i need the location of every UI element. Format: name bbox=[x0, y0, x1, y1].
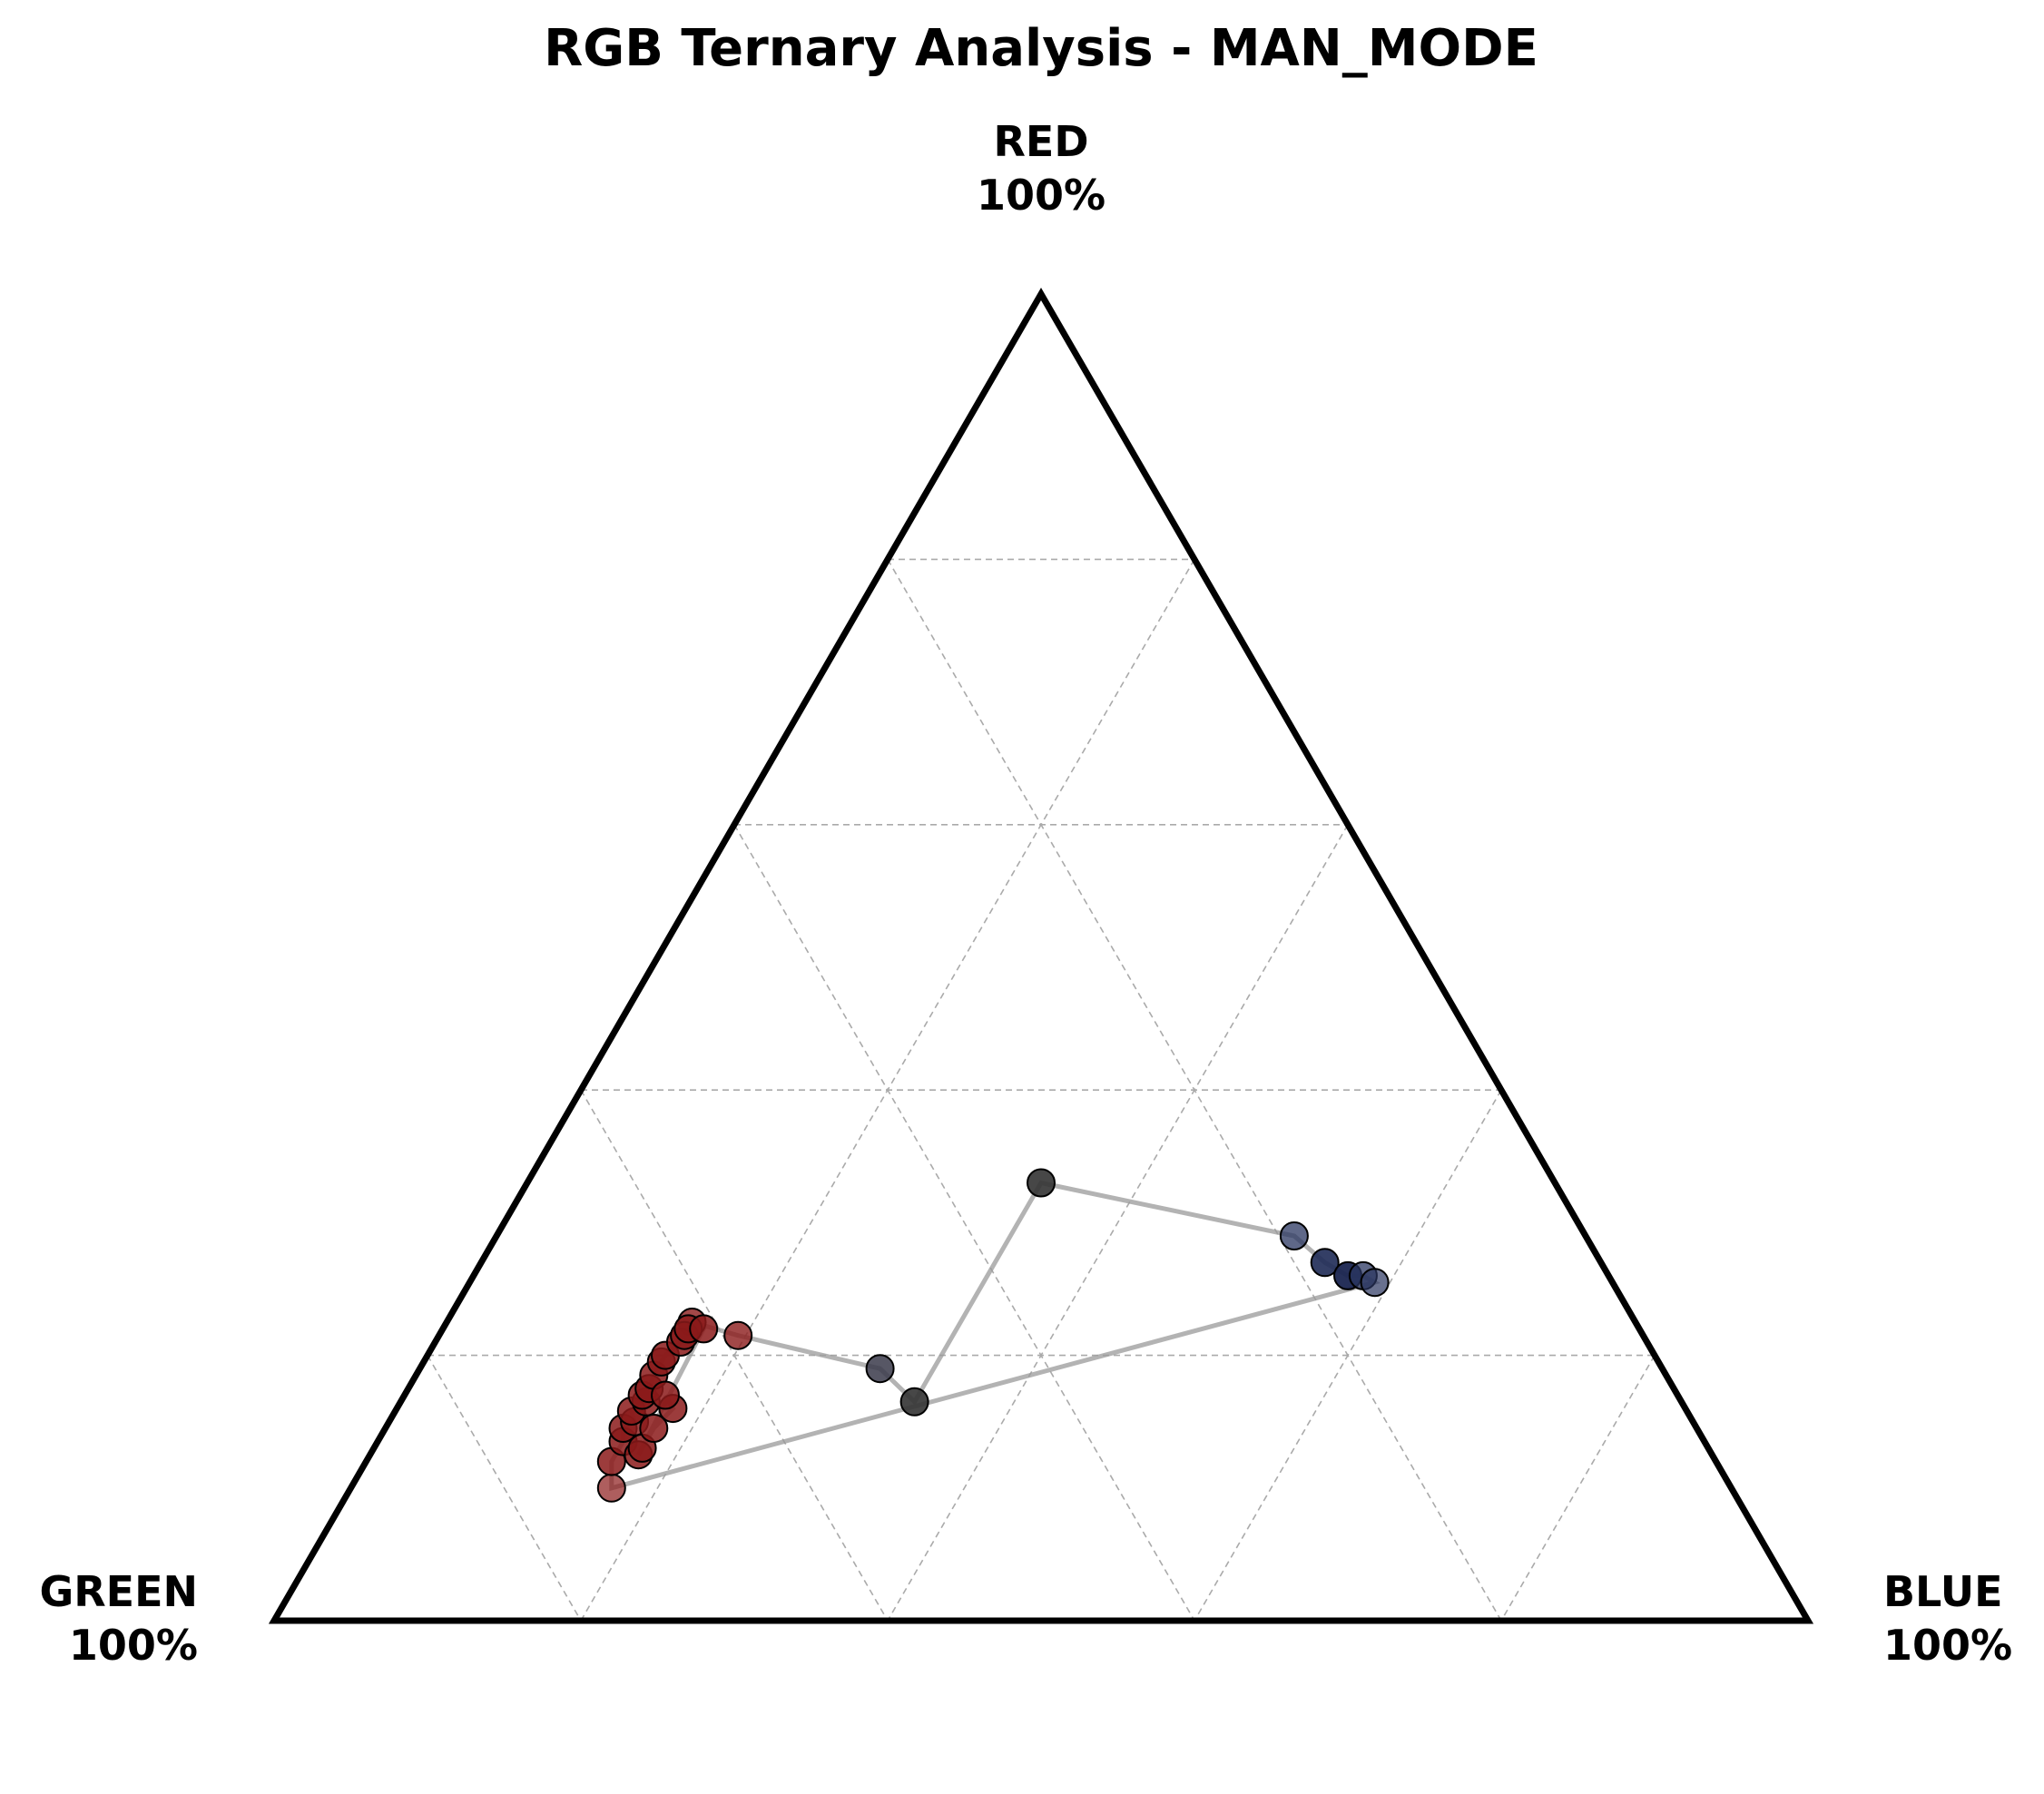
grid-line-green bbox=[580, 1089, 889, 1622]
vertex-label-blue: BLUE bbox=[1883, 1567, 2003, 1616]
data-point bbox=[1310, 1248, 1340, 1278]
data-point bbox=[899, 1387, 929, 1417]
vertex-percent-green: 100% bbox=[69, 1621, 198, 1670]
grid-line-green bbox=[733, 824, 1195, 1622]
data-point bbox=[1279, 1221, 1309, 1250]
data-point bbox=[865, 1354, 895, 1384]
grid-line-green bbox=[427, 1355, 582, 1622]
grid-line-blue bbox=[1194, 1089, 1502, 1622]
grid-line-blue bbox=[1500, 1355, 1656, 1622]
data-point bbox=[1027, 1168, 1056, 1198]
grid-lines bbox=[427, 558, 1656, 1622]
grid-line-blue bbox=[887, 824, 1349, 1622]
vertex-percent-red: 100% bbox=[977, 171, 1106, 220]
data-point bbox=[689, 1314, 719, 1344]
data-point bbox=[651, 1380, 680, 1410]
data-point bbox=[596, 1473, 626, 1503]
data-point bbox=[723, 1320, 753, 1350]
vertex-label-green: GREEN bbox=[39, 1567, 198, 1616]
vertex-label-red: RED bbox=[993, 117, 1088, 166]
data-point bbox=[639, 1414, 669, 1443]
triangle-outline bbox=[268, 288, 1814, 1624]
vertex-percent-blue: 100% bbox=[1883, 1621, 2012, 1670]
chart-title: RGB Ternary Analysis - MAN_MODE bbox=[544, 19, 1538, 78]
data-points bbox=[596, 1168, 1390, 1503]
data-point bbox=[1360, 1268, 1390, 1298]
